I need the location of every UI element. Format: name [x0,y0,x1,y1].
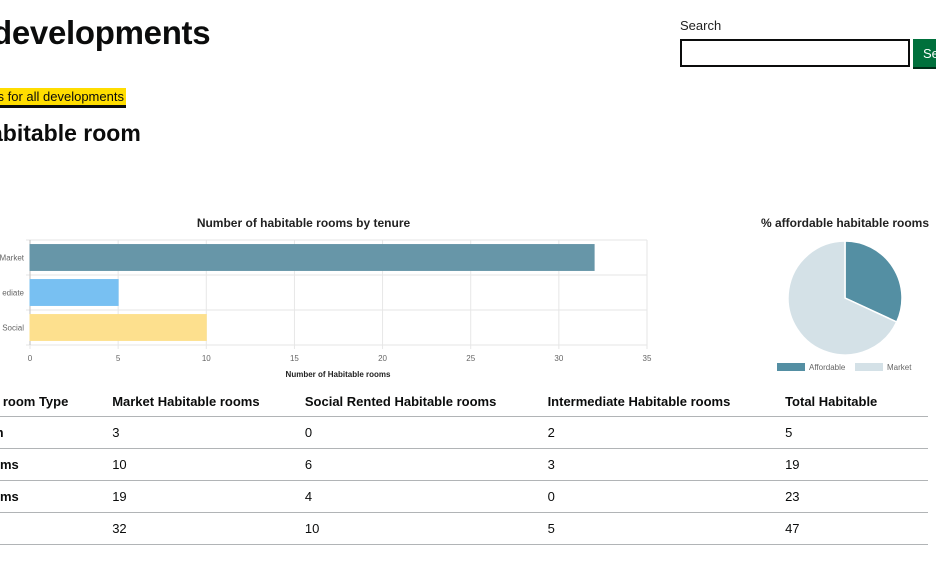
x-tick-label: 25 [466,354,475,363]
table-cell [0,512,113,545]
legend-label: Market [887,363,912,372]
x-axis-title: Number of Habitable rooms [286,370,391,379]
column-header: Social Rented Habitable rooms [304,386,548,417]
table-row: 32 10 5 47 [0,512,928,545]
search-input[interactable] [680,39,910,67]
table-cell: 0 [547,480,786,513]
legend-label: Affordable [809,363,846,372]
search-button[interactable]: Se [913,39,936,67]
table-cell: 47 [785,512,928,545]
x-tick-label: 30 [554,354,563,363]
bar-market [29,244,595,271]
y-tick-label: ediate [2,289,24,298]
bar-chart: Number of habitable rooms by tenure 0 5 10 1… [0,216,652,379]
table-cell: 5 [547,512,786,545]
table-cell: 5 [785,416,928,449]
table-cell: 23 [785,480,928,513]
table-cell: 10 [304,512,548,545]
x-tick-label: 10 [202,354,211,363]
bar-social [29,314,207,341]
search-label: Search [680,18,722,33]
x-tick-label: 20 [378,354,387,363]
table-cell: 19 [112,480,305,513]
table-cell: 19 [785,448,928,481]
column-header: Intermediate Habitable rooms [547,386,786,417]
bar-chart-title: Number of habitable rooms by tenure [197,216,411,230]
x-tick-label: 0 [28,354,33,363]
table-cell: m [0,416,113,449]
section-heading: abitable room [0,120,141,146]
table-header-row: e room Type Market Habitable rooms Socia… [0,386,928,417]
table-cell: oms [0,480,113,513]
table-cell: 0 [304,416,548,449]
pie-chart-title: % affordable habitable rooms [761,216,929,230]
table-cell: 6 [304,448,548,481]
legend-swatch-market [855,363,883,371]
habitable-rooms-table: e room Type Market Habitable rooms Socia… [0,386,928,545]
table-cell: 4 [304,480,548,513]
legend-swatch-affordable [777,363,805,371]
table-cell: 3 [112,416,305,449]
column-header: Total Habitable [785,386,928,417]
table-row: oms 10 6 3 19 [0,448,928,481]
x-tick-label: 15 [290,354,299,363]
pie-slice-affordable [844,240,903,323]
column-header: e room Type [0,386,113,417]
statistics-link[interactable]: stics for all developments [0,88,126,108]
x-tick-label: 35 [643,354,652,363]
table-cell: 3 [547,448,786,481]
table-cell: 32 [112,512,305,545]
y-tick-label: Social [2,324,24,333]
pie-slice-market [787,240,898,356]
y-tick-label: Market [0,254,25,263]
page-title: developments [0,14,211,51]
table-row: oms 19 4 0 23 [0,480,928,513]
column-header: Market Habitable rooms [112,386,305,417]
table-row: m 3 0 2 5 [0,416,928,449]
x-tick-label: 5 [116,354,121,363]
table-cell: 10 [112,448,305,481]
pie-chart: % affordable habitable rooms Affordable Ma… [761,216,929,372]
table-cell: oms [0,448,113,481]
table-cell: 2 [547,416,786,449]
bar-ediate [29,279,119,306]
